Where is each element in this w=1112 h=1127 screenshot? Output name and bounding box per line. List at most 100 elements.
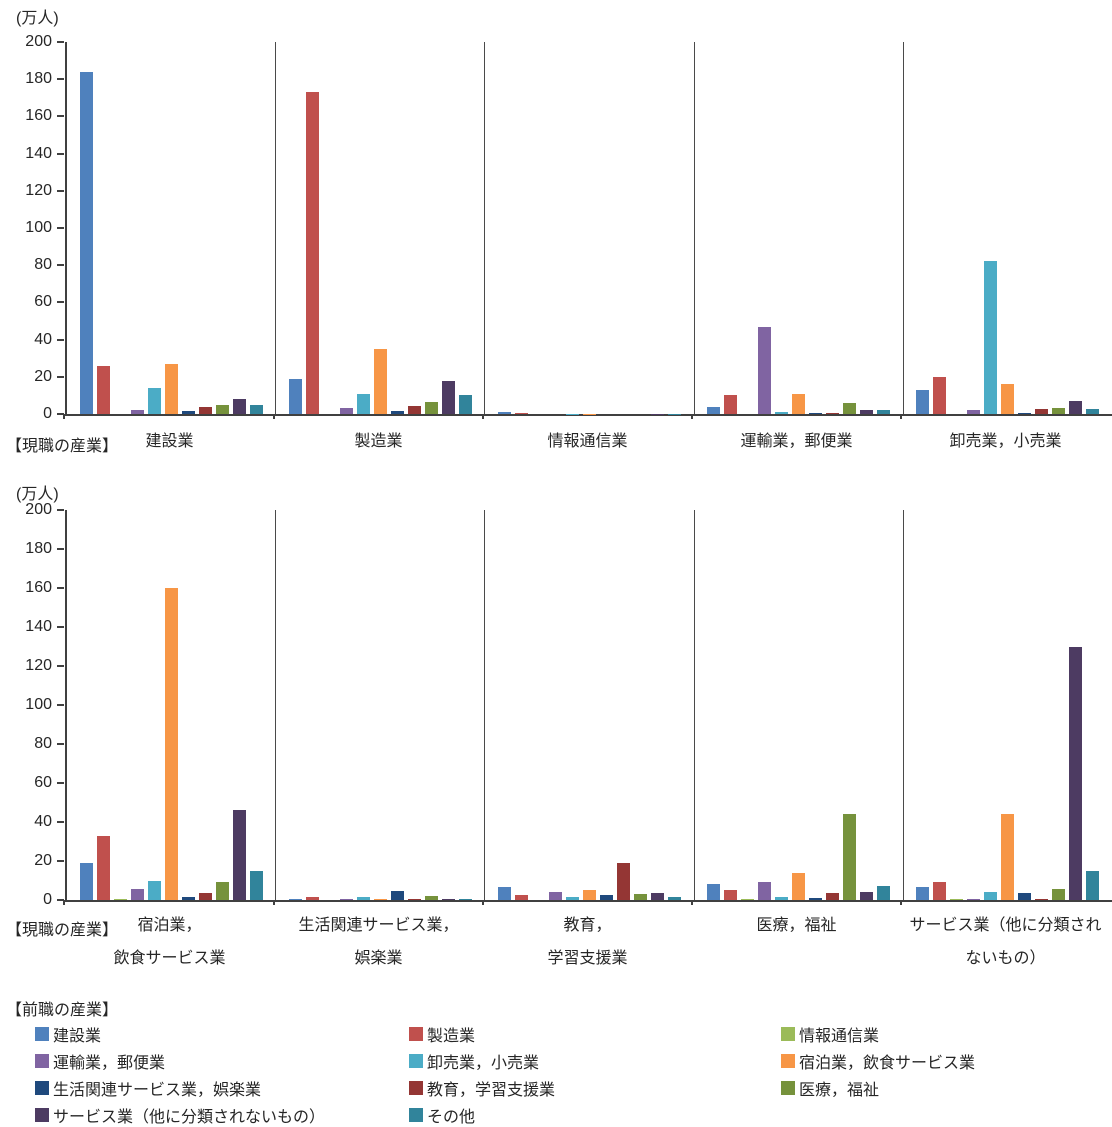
bar (181, 897, 195, 900)
bar (498, 887, 511, 900)
bar (583, 890, 596, 900)
bar (566, 897, 579, 900)
bar-group (693, 42, 903, 414)
y-tick-mark (57, 301, 64, 304)
bar-group (67, 510, 275, 900)
legend-item: 運輸業，郵便業 (35, 1051, 409, 1072)
legend-item: 建設業 (35, 1024, 409, 1045)
x-tick-mark (63, 900, 65, 905)
x-category-label-line: 生活関連サービス業， (298, 917, 459, 934)
x-category-label-line: ないもの） (965, 950, 1046, 967)
y-tick-mark (57, 821, 64, 823)
bar (707, 884, 721, 900)
bar (1052, 408, 1066, 414)
bar (1086, 870, 1100, 900)
bar (96, 365, 110, 414)
bar (515, 413, 528, 414)
bar-group (67, 42, 275, 414)
x-category-label: サービス業（他に分類され ないもの） (901, 916, 1110, 969)
bar (339, 408, 353, 414)
y-tick-label: 60 (34, 774, 52, 791)
legend-label: 生活関連サービス業，娯楽業 (53, 1082, 262, 1099)
x-category-label: 医療，福祉 (692, 916, 901, 936)
bar (79, 71, 93, 414)
y-tick-label: 120 (25, 657, 52, 674)
y-tick-mark (57, 548, 64, 550)
y-tick-mark (57, 509, 64, 511)
bar (373, 348, 387, 414)
bar (1069, 646, 1083, 900)
legend-swatch (409, 1081, 423, 1095)
y-tick-label: 0 (43, 891, 52, 908)
bar (164, 363, 178, 414)
x-category-label: 運輸業，郵便業 (692, 432, 901, 452)
bar (724, 890, 738, 900)
y-tick-mark (57, 375, 64, 378)
bar (113, 899, 127, 900)
bar (967, 410, 981, 414)
y-tick-label: 140 (25, 618, 52, 635)
legend-item: 宿泊業，飲食サービス業 (781, 1051, 975, 1072)
y-tick-label: 160 (25, 107, 52, 125)
x-category-label: 生活関連サービス業， 娯楽業 (274, 916, 483, 969)
bar (1001, 814, 1015, 900)
bar (775, 897, 789, 900)
bar (1018, 413, 1032, 414)
legend-label: 医療，福祉 (799, 1082, 880, 1099)
bar (147, 387, 161, 414)
x-category-label-line: 宿泊業， (137, 917, 202, 934)
y-axis-unit-label: (万人) (16, 10, 59, 27)
bar (826, 412, 840, 414)
y-tick-label: 200 (25, 33, 52, 50)
bar (198, 893, 212, 900)
bar (877, 410, 891, 414)
legend-item: 教育，学習支援業 (409, 1078, 781, 1099)
bar (288, 378, 302, 414)
x-category-label-line: 学習支援業 (547, 950, 628, 967)
bar (1035, 409, 1049, 414)
bar (215, 882, 229, 900)
x-category-label: 建設業 (65, 432, 274, 452)
bar (249, 870, 263, 900)
bar-group (693, 510, 903, 900)
bar (1086, 409, 1100, 414)
bar (407, 405, 421, 414)
x-category-label: 製造業 (274, 432, 483, 452)
bar (651, 893, 664, 900)
bar (724, 395, 738, 414)
legend-swatch (35, 1081, 49, 1095)
x-category-label-line: サービス業（他に分類され (909, 917, 1102, 934)
bar (984, 892, 998, 900)
bar (809, 898, 823, 900)
y-tick-label: 200 (25, 501, 52, 518)
bar (147, 881, 161, 900)
bar (424, 896, 438, 900)
x-category-label: 卸売業，小売業 (901, 432, 1110, 452)
y-tick-label: 0 (43, 405, 52, 422)
bar (424, 401, 438, 414)
y-tick-label: 40 (34, 330, 52, 348)
plot-area (65, 510, 1112, 902)
bar (181, 411, 195, 414)
bar (775, 412, 789, 414)
bar (916, 887, 930, 900)
x-axis-title: 【現職の産業】 (6, 438, 119, 455)
bar (843, 814, 857, 900)
bar (950, 899, 964, 900)
bar-group (275, 42, 484, 414)
bar (758, 882, 772, 900)
y-axis-unit-label: (万人) (16, 486, 59, 503)
legend-label: 情報通信業 (799, 1028, 880, 1045)
legend-grid: 建設業 製造業 情報通信業 運輸業，郵便業 卸売業，小売業 宿泊業，飲食サービス業 生活関連… (35, 1024, 975, 1126)
bar (407, 899, 421, 900)
legend-item: 生活関連サービス業，娯楽業 (35, 1078, 409, 1099)
bar (707, 406, 721, 414)
y-tick-label: 40 (34, 813, 52, 830)
x-category-label-line: 建設業 (145, 433, 194, 450)
x-category-label: 宿泊業， 飲食サービス業 (65, 916, 274, 969)
legend-swatch (781, 1054, 795, 1068)
bar (232, 399, 246, 414)
legend-swatch (409, 1027, 423, 1041)
legend-item: 医療，福祉 (781, 1078, 975, 1099)
bar (1018, 893, 1032, 900)
